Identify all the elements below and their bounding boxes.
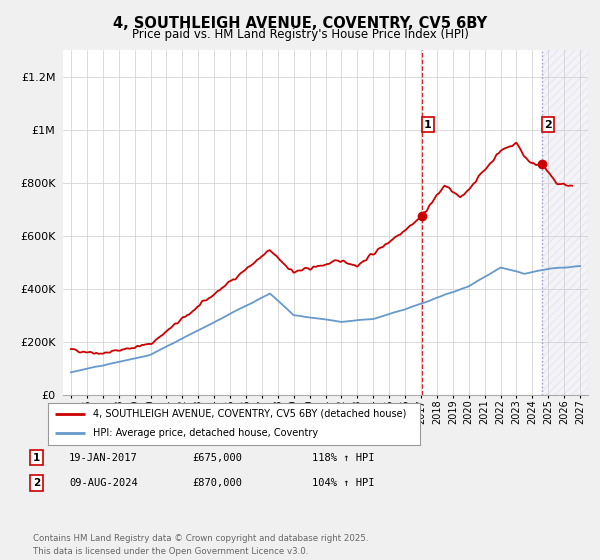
Text: Contains HM Land Registry data © Crown copyright and database right 2025.
This d: Contains HM Land Registry data © Crown c…	[33, 534, 368, 556]
Text: £675,000: £675,000	[192, 452, 242, 463]
Text: 1: 1	[33, 452, 40, 463]
Text: Price paid vs. HM Land Registry's House Price Index (HPI): Price paid vs. HM Land Registry's House …	[131, 28, 469, 41]
Text: £870,000: £870,000	[192, 478, 242, 488]
Text: 19-JAN-2017: 19-JAN-2017	[69, 452, 138, 463]
Text: 1: 1	[424, 120, 432, 129]
Text: 4, SOUTHLEIGH AVENUE, COVENTRY, CV5 6BY: 4, SOUTHLEIGH AVENUE, COVENTRY, CV5 6BY	[113, 16, 487, 31]
Text: 09-AUG-2024: 09-AUG-2024	[69, 478, 138, 488]
Text: 104% ↑ HPI: 104% ↑ HPI	[312, 478, 374, 488]
Text: 2: 2	[544, 120, 552, 129]
Text: 118% ↑ HPI: 118% ↑ HPI	[312, 452, 374, 463]
Text: HPI: Average price, detached house, Coventry: HPI: Average price, detached house, Cove…	[92, 428, 318, 438]
Text: 4, SOUTHLEIGH AVENUE, COVENTRY, CV5 6BY (detached house): 4, SOUTHLEIGH AVENUE, COVENTRY, CV5 6BY …	[92, 409, 406, 419]
Bar	[542, 50, 588, 395]
Text: 2: 2	[33, 478, 40, 488]
